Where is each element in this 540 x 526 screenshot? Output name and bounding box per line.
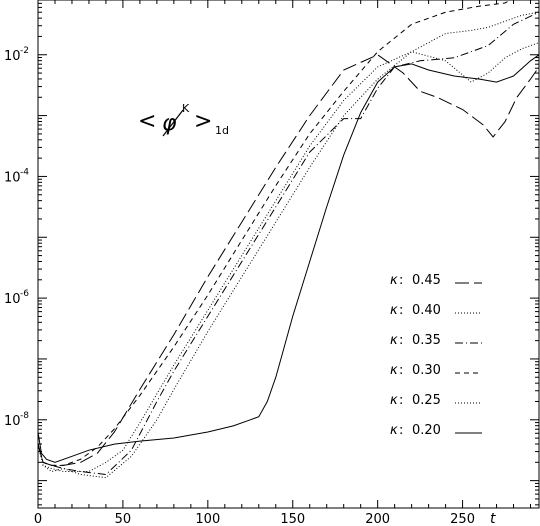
- y-tick-label-base: 10: [4, 49, 21, 64]
- legend-colon: :: [399, 363, 403, 378]
- series-line-k035: [37, 11, 540, 476]
- legend-colon: :: [399, 393, 403, 408]
- annotation-sub: 1d: [215, 124, 229, 137]
- x-tick-label: 0: [34, 512, 42, 526]
- legend-kappa: κ: [390, 363, 398, 378]
- axis-ticks: [37, 0, 539, 508]
- series-line-k020: [37, 54, 540, 463]
- legend-colon: :: [399, 273, 403, 288]
- legend-kappa: κ: [390, 393, 398, 408]
- y-tick-label-exponent: -6: [20, 289, 29, 299]
- x-tick-label: 50: [115, 512, 132, 526]
- y-tick-labels: 10-210-410-610-8: [4, 46, 29, 429]
- annotation-sup: K: [182, 102, 190, 115]
- legend-label: 0.40: [412, 303, 441, 318]
- x-tick-label: 200: [365, 512, 390, 526]
- annotation-phi-slash: [162, 109, 184, 137]
- legend-colon: :: [399, 303, 403, 318]
- y-tick-label-exponent: -8: [20, 411, 29, 421]
- legend-label: 0.45: [412, 273, 441, 288]
- x-tick-label: 150: [280, 512, 305, 526]
- legend-colon: :: [399, 333, 403, 348]
- x-tick-label: 250: [450, 512, 475, 526]
- annotation-open: <: [138, 109, 156, 134]
- y-tick-label-exponent: -2: [20, 46, 29, 56]
- legend-label: 0.30: [412, 363, 441, 378]
- annotation: < φ K > 1d: [138, 102, 229, 137]
- y-tick-label-base: 10: [4, 414, 21, 429]
- y-tick-label-base: 10: [4, 292, 21, 307]
- series-line-k045: [37, 54, 540, 466]
- series-layer: [37, 0, 540, 479]
- series-line-k030: [37, 0, 512, 466]
- x-tick-label: 100: [195, 512, 220, 526]
- legend-kappa: κ: [390, 423, 398, 438]
- legend-label: 0.20: [412, 423, 441, 438]
- legend-kappa: κ: [390, 333, 398, 348]
- legend: κ:0.45κ:0.40κ:0.35κ:0.30κ:0.25κ:0.20: [390, 273, 482, 438]
- series-line-k025: [37, 11, 540, 479]
- legend-label: 0.25: [412, 393, 441, 408]
- x-tick-labels: 0 50 100 150 200 250: [34, 512, 475, 526]
- y-tick-label-base: 10: [4, 170, 21, 185]
- legend-colon: :: [399, 423, 403, 438]
- legend-kappa: κ: [390, 303, 398, 318]
- plot-frame: [37, 0, 540, 509]
- y-tick-label-exponent: -4: [20, 167, 29, 177]
- legend-kappa: κ: [390, 273, 398, 288]
- annotation-phi: φ: [162, 111, 177, 136]
- series-line-k040: [37, 42, 540, 472]
- x-axis-unit: t: [490, 511, 496, 526]
- annotation-close: >: [194, 109, 212, 134]
- legend-label: 0.35: [412, 333, 441, 348]
